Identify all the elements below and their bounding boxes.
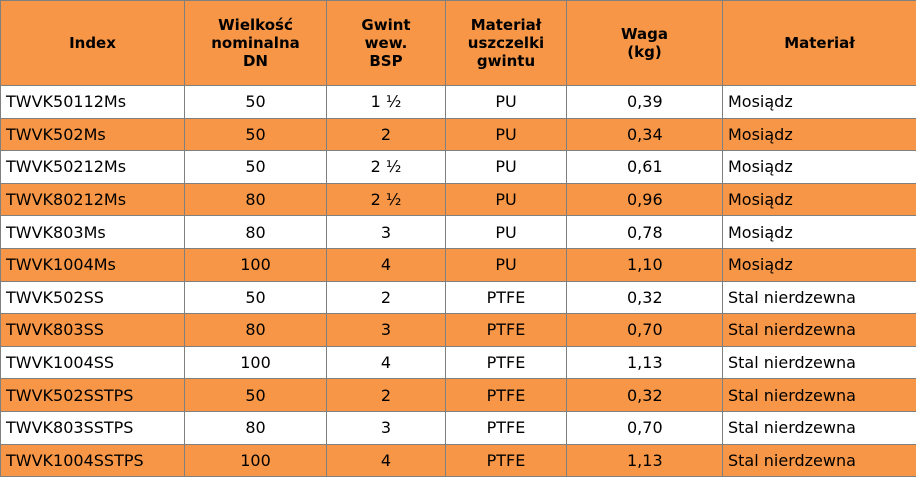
cell-seal-material: PU: [446, 183, 567, 216]
cell-nominal-size: 80: [185, 411, 327, 444]
cell-material: Stal nierdzewna: [723, 346, 916, 379]
cell-seal-material: PTFE: [446, 411, 567, 444]
cell-seal-material: PTFE: [446, 314, 567, 347]
cell-weight: 1,10: [567, 248, 723, 281]
cell-weight: 0,78: [567, 216, 723, 249]
cell-weight: 0,32: [567, 281, 723, 314]
cell-seal-material: PU: [446, 118, 567, 151]
header-weight: Waga (kg): [567, 1, 723, 86]
cell-thread: 2: [327, 118, 446, 151]
cell-thread: 2 ½: [327, 151, 446, 184]
cell-material: Mosiądz: [723, 183, 916, 216]
cell-material: Mosiądz: [723, 86, 916, 119]
cell-index: TWVK1004SSTPS: [1, 444, 185, 477]
cell-thread: 3: [327, 411, 446, 444]
cell-seal-material: PTFE: [446, 346, 567, 379]
cell-thread: 2: [327, 379, 446, 412]
cell-index: TWVK502SSTPS: [1, 379, 185, 412]
cell-nominal-size: 80: [185, 216, 327, 249]
cell-nominal-size: 50: [185, 379, 327, 412]
cell-seal-material: PTFE: [446, 281, 567, 314]
cell-nominal-size: 50: [185, 151, 327, 184]
cell-thread: 2: [327, 281, 446, 314]
cell-index: TWVK50112Ms: [1, 86, 185, 119]
header-thread: Gwint wew. BSP: [327, 1, 446, 86]
cell-weight: 0,70: [567, 411, 723, 444]
cell-seal-material: PU: [446, 216, 567, 249]
cell-nominal-size: 80: [185, 183, 327, 216]
header-nominal-size: Wielkość nominalna DN: [185, 1, 327, 86]
cell-seal-material: PU: [446, 86, 567, 119]
cell-seal-material: PTFE: [446, 379, 567, 412]
cell-index: TWVK50212Ms: [1, 151, 185, 184]
cell-weight: 0,96: [567, 183, 723, 216]
header-seal-material: Materiał uszczelki gwintu: [446, 1, 567, 86]
cell-thread: 4: [327, 248, 446, 281]
cell-material: Stal nierdzewna: [723, 444, 916, 477]
cell-seal-material: PTFE: [446, 444, 567, 477]
cell-weight: 0,32: [567, 379, 723, 412]
cell-thread: 2 ½: [327, 183, 446, 216]
header-material: Materiał: [723, 1, 916, 86]
table-header-row: Index Wielkość nominalna DN Gwint wew. B…: [1, 1, 916, 86]
cell-index: TWVK1004SS: [1, 346, 185, 379]
header-index: Index: [1, 1, 185, 86]
cell-index: TWVK803Ms: [1, 216, 185, 249]
cell-material: Stal nierdzewna: [723, 411, 916, 444]
cell-index: TWVK80212Ms: [1, 183, 185, 216]
cell-weight: 1,13: [567, 346, 723, 379]
cell-index: TWVK803SSTPS: [1, 411, 185, 444]
cell-weight: 0,39: [567, 86, 723, 119]
cell-material: Mosiądz: [723, 248, 916, 281]
cell-index: TWVK1004Ms: [1, 248, 185, 281]
cell-material: Stal nierdzewna: [723, 379, 916, 412]
cell-weight: 1,13: [567, 444, 723, 477]
cell-nominal-size: 100: [185, 444, 327, 477]
cell-thread: 1 ½: [327, 86, 446, 119]
cell-material: Mosiądz: [723, 118, 916, 151]
cell-material: Stal nierdzewna: [723, 281, 916, 314]
cell-material: Mosiądz: [723, 216, 916, 249]
cell-thread: 4: [327, 444, 446, 477]
cell-index: TWVK803SS: [1, 314, 185, 347]
cell-thread: 3: [327, 314, 446, 347]
cell-material: Mosiądz: [723, 151, 916, 184]
cell-material: Stal nierdzewna: [723, 314, 916, 347]
cell-weight: 0,34: [567, 118, 723, 151]
cell-nominal-size: 50: [185, 118, 327, 151]
cell-index: TWVK502Ms: [1, 118, 185, 151]
cell-nominal-size: 100: [185, 248, 327, 281]
cell-weight: 0,70: [567, 314, 723, 347]
cell-nominal-size: 80: [185, 314, 327, 347]
cell-seal-material: PU: [446, 151, 567, 184]
cell-weight: 0,61: [567, 151, 723, 184]
cell-thread: 4: [327, 346, 446, 379]
cell-nominal-size: 100: [185, 346, 327, 379]
cell-seal-material: PU: [446, 248, 567, 281]
cell-index: TWVK502SS: [1, 281, 185, 314]
cell-thread: 3: [327, 216, 446, 249]
cell-nominal-size: 50: [185, 86, 327, 119]
cell-nominal-size: 50: [185, 281, 327, 314]
